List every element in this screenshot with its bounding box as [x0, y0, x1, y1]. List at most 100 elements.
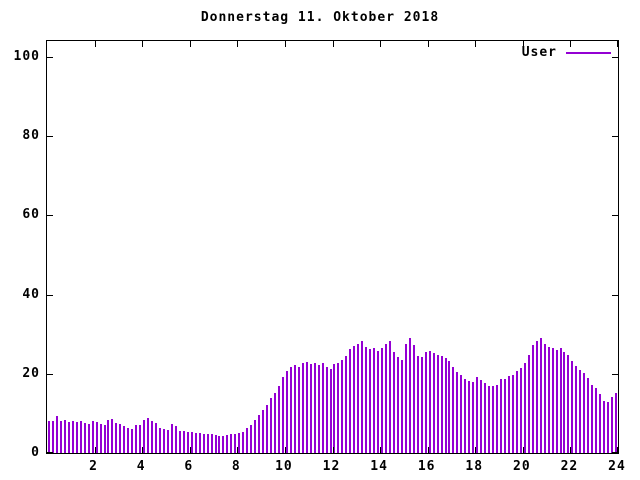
x-tick-label: 2 [89, 459, 98, 474]
x-tick-label: 24 [608, 459, 626, 474]
bar [250, 425, 253, 453]
bar [575, 365, 578, 453]
x-tick-label: 14 [370, 459, 388, 474]
bar [420, 357, 423, 453]
bar [357, 343, 360, 453]
bar [266, 404, 269, 453]
tick-mark [475, 41, 477, 47]
tick-mark [142, 447, 144, 453]
tick-mark [47, 294, 53, 296]
bar [305, 361, 308, 453]
legend-line-sample [566, 51, 611, 54]
tick-mark [612, 215, 618, 217]
bar [345, 355, 348, 453]
x-tick-label: 4 [136, 459, 146, 474]
bar [579, 369, 582, 453]
bar [91, 420, 94, 453]
bar [472, 382, 475, 453]
bar [373, 347, 376, 453]
bar [349, 349, 352, 453]
bar [365, 346, 368, 453]
bar [79, 420, 82, 453]
bar [155, 422, 158, 453]
bar [511, 375, 514, 453]
bar [178, 430, 181, 453]
bar [230, 434, 233, 453]
bar [428, 350, 431, 453]
bar [71, 420, 74, 453]
bar [416, 355, 419, 453]
bar [329, 369, 332, 453]
bar [151, 420, 154, 453]
bar [587, 377, 590, 453]
bar [424, 352, 427, 453]
bar [218, 435, 221, 453]
legend-label: User [521, 45, 557, 60]
bar [432, 353, 435, 453]
bar [238, 433, 241, 453]
tick-mark [332, 41, 334, 47]
bar [583, 372, 586, 453]
plot-area: User [46, 40, 619, 454]
bar [333, 364, 336, 453]
bar [551, 348, 554, 453]
bar [119, 424, 122, 453]
bar [135, 425, 138, 453]
bar [500, 379, 503, 453]
bar [59, 420, 62, 453]
bar [503, 378, 506, 453]
bar [55, 416, 58, 453]
bar [567, 354, 570, 453]
tick-mark [47, 56, 53, 58]
bar [285, 370, 288, 453]
bar [615, 392, 618, 453]
bar [174, 425, 177, 453]
bar [607, 401, 610, 453]
bar [317, 365, 320, 453]
bar [159, 427, 161, 453]
bar [444, 357, 447, 453]
tick-mark [237, 41, 239, 47]
bar [321, 363, 324, 453]
bar [527, 354, 530, 453]
tick-mark [284, 41, 286, 47]
bar [289, 367, 292, 453]
tick-mark [47, 452, 53, 453]
tick-mark [612, 373, 618, 375]
bar [476, 376, 479, 453]
bar [408, 338, 411, 453]
bar [309, 364, 312, 453]
tick-mark [94, 41, 96, 47]
y-tick-label: 80 [22, 128, 40, 144]
tick-mark [612, 136, 618, 138]
bar [166, 429, 169, 453]
bar [95, 422, 98, 453]
bar [591, 384, 594, 453]
bar [496, 384, 499, 453]
x-tick-label: 16 [417, 459, 436, 474]
bar [563, 351, 566, 453]
tick-mark [237, 447, 239, 453]
bar [531, 345, 534, 453]
bar [571, 361, 574, 453]
bar [214, 435, 217, 453]
tick-mark [427, 41, 429, 47]
bar [190, 432, 193, 453]
bar [258, 414, 261, 453]
x-tick-label: 20 [513, 459, 531, 474]
bar [103, 425, 106, 453]
x-tick-label: 10 [275, 459, 293, 474]
bar [270, 398, 273, 453]
bar [603, 400, 606, 453]
bar [210, 434, 213, 453]
y-tick-label: 40 [22, 286, 40, 302]
bar [377, 350, 380, 453]
bar [115, 423, 118, 453]
bar [222, 436, 225, 453]
x-tick-label: 6 [184, 459, 194, 474]
bar [456, 372, 459, 453]
bar [143, 419, 146, 453]
tick-mark [47, 373, 53, 375]
bar [392, 352, 395, 453]
tick-mark [189, 447, 191, 453]
